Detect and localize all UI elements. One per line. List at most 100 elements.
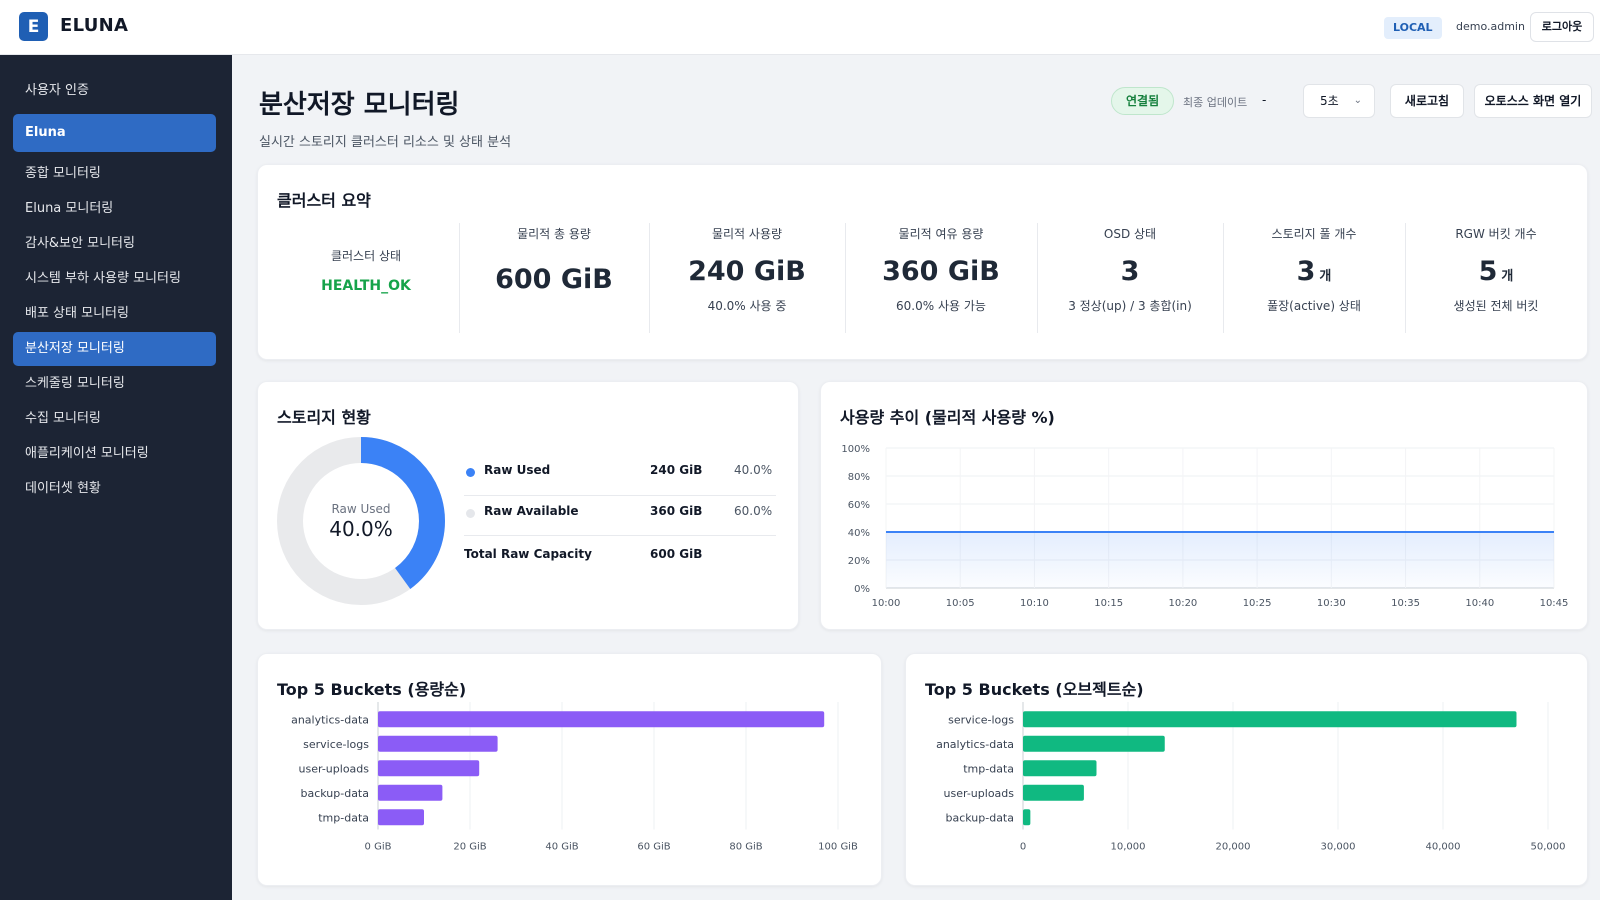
stat-sub: 40.0% 사용 중 [707, 299, 787, 313]
top-bar: E ELUNA LOCAL demo.admin 로그아웃 [0, 0, 1600, 55]
stat-sub: 3 정상(up) / 3 총합(in) [1068, 299, 1192, 313]
sidebar-item-storage[interactable]: 분산저장 모니터링 [13, 332, 216, 366]
open-os-screen-button[interactable]: 오토스스 화면 열기 [1474, 84, 1592, 118]
stat-value: 600 GiB [495, 264, 613, 295]
bar [378, 809, 424, 826]
x-tick-label: 30,000 [1321, 842, 1356, 853]
category-label: service-logs [948, 713, 1014, 726]
storage-row-percent: 40.0% [734, 463, 773, 477]
x-tick-label: 10:45 [1540, 598, 1569, 609]
stat-label: 물리적 여유 용량 [898, 227, 984, 241]
stat-label: OSD 상태 [1103, 227, 1157, 241]
stat-used: 물리적 사용량 240 GiB 40.0% 사용 중 [650, 225, 844, 333]
legend-dot [466, 468, 475, 477]
sidebar-item-deployment[interactable]: 배포 상태 모니터링 [25, 306, 129, 321]
stat-sub: 풀장(active) 상태 [1267, 299, 1361, 313]
top-buckets-capacity-card: Top 5 Buckets (용량순) 0 GiB 20 GiB 40 GiB 60 … [257, 653, 882, 886]
stat-total-capacity: 물리적 총 용량 600 GiB [460, 225, 648, 333]
stat-label: 물리적 총 용량 [517, 227, 591, 241]
stat-value: 3 [1296, 256, 1316, 287]
bar [378, 784, 443, 801]
y-tick-label: 100% [841, 444, 870, 455]
storage-row-total: Total Raw Capacity 600 GiB [464, 538, 776, 578]
top-buckets-capacity-title: Top 5 Buckets (용량순) [277, 680, 467, 699]
stat-free: 물리적 여유 용량 360 GiB 60.0% 사용 가능 [846, 225, 1036, 333]
refresh-button[interactable]: 새로고침 [1390, 84, 1464, 118]
category-label: analytics-data [936, 738, 1014, 751]
y-tick-label: 40% [848, 528, 870, 539]
environment-badge: LOCAL [1384, 17, 1442, 39]
health-status-value: HEALTH_OK [321, 278, 411, 294]
sidebar-item-eluna-monitoring[interactable]: Eluna 모니터링 [25, 201, 114, 216]
x-tick-label: 10:00 [872, 598, 901, 609]
y-tick-label: 80% [848, 472, 870, 483]
refresh-interval-select[interactable]: 5초 ⌄ [1303, 84, 1375, 118]
storage-row-value: 600 GiB [650, 547, 703, 561]
y-tick-label: 0% [854, 584, 870, 595]
x-tick-label: 10:10 [1020, 598, 1049, 609]
stat-value: 5 [1478, 256, 1498, 287]
bar [378, 760, 480, 777]
stat-label: 물리적 사용량 [711, 227, 783, 241]
chevron-down-icon: ⌄ [1353, 95, 1362, 106]
category-label: tmp-data [963, 762, 1014, 775]
storage-row-available: Raw Available 360 GiB 60.0% [464, 495, 776, 535]
x-tick-label: 50,000 [1531, 842, 1566, 853]
x-tick-label: 40 GiB [545, 842, 578, 853]
x-tick-label: 0 GiB [365, 842, 392, 853]
y-tick-label: 60% [848, 500, 870, 511]
donut-center-value: 40.0% [329, 517, 393, 541]
storage-row-value: 360 GiB [650, 504, 703, 518]
stat-sub: 생성된 전체 버킷 [1453, 299, 1539, 313]
x-tick-label: 20,000 [1216, 842, 1251, 853]
x-tick-label: 0 [1020, 842, 1026, 853]
stat-value: 360 GiB [882, 256, 1000, 287]
stat-label: 클러스터 상태 [330, 249, 402, 263]
sidebar-item-system-load[interactable]: 시스템 부하 사용량 모니터링 [25, 271, 181, 286]
usage-trend-title: 사용량 추이 (물리적 사용량 %) [840, 408, 1055, 427]
top-buckets-objects-title: Top 5 Buckets (오브젝트순) [925, 680, 1144, 699]
sidebar-item-auth[interactable]: 사용자 인증 [25, 83, 89, 98]
storage-status-card: 스토리지 현황 Raw Used 40.0% Raw Used 240 GiB … [257, 381, 799, 630]
category-label: analytics-data [291, 713, 369, 726]
bar [378, 711, 825, 728]
cluster-summary-title: 클러스터 요약 [277, 191, 371, 210]
sidebar-item-dataset[interactable]: 데이터셋 현황 [25, 481, 101, 496]
app-logo[interactable]: E [19, 12, 48, 41]
sidebar-item-collection[interactable]: 수집 모니터링 [25, 411, 101, 426]
x-tick-label: 10:30 [1317, 598, 1346, 609]
stat-sub: 60.0% 사용 가능 [896, 299, 986, 313]
stat-unit: 개 [1501, 269, 1514, 284]
sidebar-item-overview[interactable]: 종합 모니터링 [25, 166, 101, 181]
bar [1023, 711, 1517, 728]
stat-value: 240 GiB [688, 256, 806, 287]
sidebar-item-application[interactable]: 애플리케이션 모니터링 [25, 446, 149, 461]
last-update-label: 최종 업데이트 [1183, 96, 1248, 109]
stat-cluster-health: 클러스터 상태 HEALTH_OK [278, 247, 454, 355]
sidebar-item-scheduling[interactable]: 스케줄링 모니터링 [25, 376, 125, 391]
category-label: backup-data [945, 811, 1014, 824]
connection-status-badge: 연결됨 [1111, 87, 1175, 115]
donut-center-label: Raw Used [331, 502, 390, 516]
stat-value: 3 [1120, 256, 1140, 287]
bar [1023, 760, 1097, 777]
sidebar-item-audit[interactable]: 감사&보안 모니터링 [25, 236, 135, 251]
x-tick-label: 40,000 [1426, 842, 1461, 853]
last-update-value: - [1262, 93, 1267, 107]
storage-donut-chart: Raw Used 40.0% [277, 437, 445, 605]
x-tick-label: 10:25 [1243, 598, 1272, 609]
stat-label: RGW 버킷 개수 [1455, 227, 1537, 241]
stat-osd: OSD 상태 3 3 정상(up) / 3 총합(in) [1038, 225, 1222, 333]
top-buckets-capacity-chart: 0 GiB 20 GiB 40 GiB 60 GiB 80 GiB 100 GiB anal… [291, 702, 858, 853]
sidebar-item-eluna[interactable]: Eluna [13, 114, 216, 152]
y-tick-label: 20% [848, 556, 870, 567]
cluster-summary-card: 클러스터 요약 클러스터 상태 HEALTH_OK 물리적 총 용량 600 G… [257, 164, 1588, 360]
logout-button[interactable]: 로그아웃 [1530, 12, 1594, 42]
x-tick-label: 10,000 [1111, 842, 1146, 853]
x-tick-label: 100 GiB [818, 842, 858, 853]
x-tick-label: 10:20 [1168, 598, 1197, 609]
brand-name: ELUNA [60, 15, 129, 36]
category-label: backup-data [300, 787, 369, 800]
